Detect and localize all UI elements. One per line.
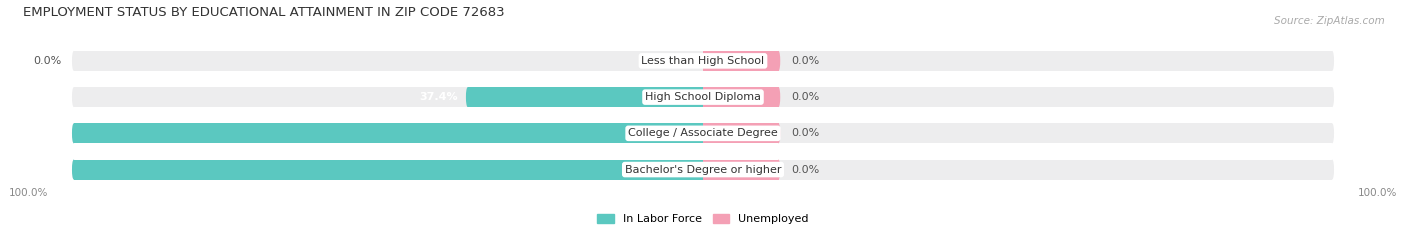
Bar	[73, 87, 703, 107]
Text: Less than High School: Less than High School	[641, 56, 765, 66]
Bar	[703, 87, 779, 107]
Text: 0.0%: 0.0%	[792, 164, 820, 175]
Text: 0.0%: 0.0%	[792, 128, 820, 138]
Bar	[468, 87, 703, 107]
Text: 0.0%: 0.0%	[792, 92, 820, 102]
Circle shape	[72, 51, 76, 71]
Text: Source: ZipAtlas.com: Source: ZipAtlas.com	[1274, 16, 1385, 26]
Circle shape	[72, 123, 76, 143]
Text: 0.0%: 0.0%	[32, 56, 60, 66]
Bar	[703, 123, 1333, 143]
Bar	[703, 51, 779, 71]
Circle shape	[72, 160, 76, 179]
Bar	[73, 123, 703, 143]
Bar	[703, 87, 1333, 107]
Text: 100.0%: 100.0%	[10, 188, 49, 198]
Text: 0.0%: 0.0%	[792, 56, 820, 66]
Bar	[73, 51, 703, 71]
Text: College / Associate Degree: College / Associate Degree	[628, 128, 778, 138]
Bar	[703, 51, 1333, 71]
Circle shape	[1330, 160, 1334, 179]
Circle shape	[776, 160, 780, 179]
Bar	[73, 160, 703, 179]
Text: Bachelor's Degree or higher: Bachelor's Degree or higher	[624, 164, 782, 175]
Text: EMPLOYMENT STATUS BY EDUCATIONAL ATTAINMENT IN ZIP CODE 72683: EMPLOYMENT STATUS BY EDUCATIONAL ATTAINM…	[24, 6, 505, 19]
Text: 100.0%: 100.0%	[1357, 188, 1396, 198]
Text: High School Diploma: High School Diploma	[645, 92, 761, 102]
Text: 100.0%: 100.0%	[18, 164, 65, 175]
Circle shape	[72, 87, 76, 107]
Circle shape	[72, 123, 76, 143]
Text: 100.0%: 100.0%	[18, 128, 65, 138]
Bar	[73, 123, 703, 143]
Bar	[73, 160, 703, 179]
Text: 37.4%: 37.4%	[419, 92, 458, 102]
Circle shape	[776, 123, 780, 143]
Bar	[703, 123, 779, 143]
Circle shape	[1330, 123, 1334, 143]
Circle shape	[776, 51, 780, 71]
Circle shape	[1330, 87, 1334, 107]
Circle shape	[1330, 51, 1334, 71]
Bar	[703, 160, 779, 179]
Circle shape	[72, 160, 76, 179]
Bar	[703, 160, 1333, 179]
Legend: In Labor Force, Unemployed: In Labor Force, Unemployed	[598, 214, 808, 224]
Circle shape	[465, 87, 470, 107]
Circle shape	[776, 87, 780, 107]
